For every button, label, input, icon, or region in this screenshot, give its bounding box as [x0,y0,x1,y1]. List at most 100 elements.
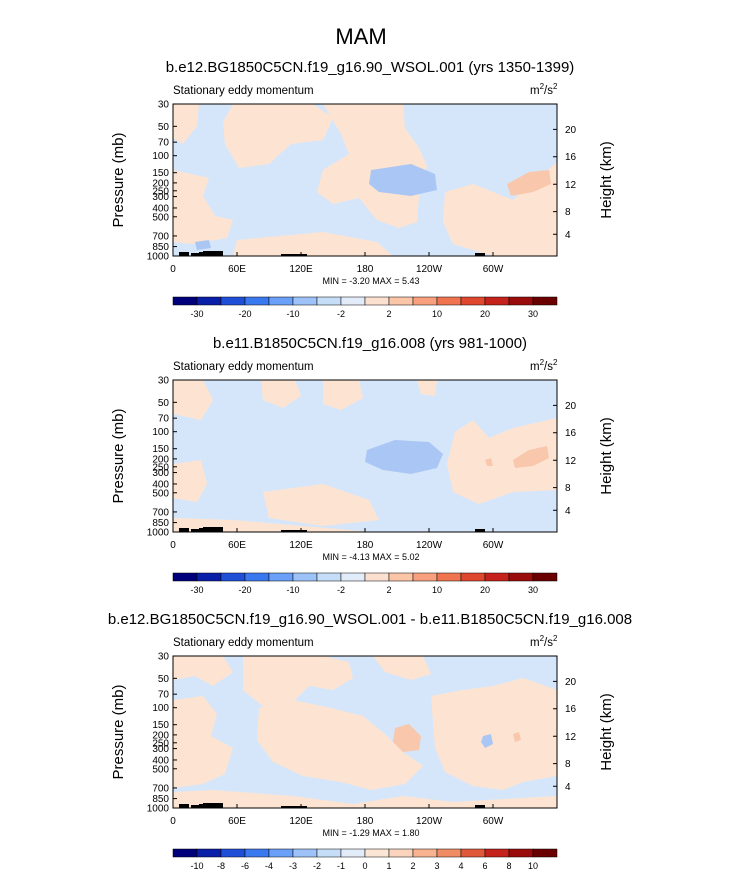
colorbar-label: -10 [286,585,299,595]
colorbar-swatch [436,296,462,306]
y-right-tick-label: 20 [565,125,577,136]
y-tick-label: 100 [152,427,169,438]
y-right-tick-label: 4 [565,782,571,793]
colorbar-swatch [388,572,414,582]
y-right-tick-label: 4 [565,230,571,241]
colorbar-swatch [460,296,486,306]
colorbar-label: -3 [289,861,297,871]
contour-patch [417,380,437,396]
x-tick-label: 0 [170,540,176,551]
colorbar-label: -20 [238,309,251,319]
x-tick-label: 60W [483,816,504,827]
topography-mask [203,527,213,532]
colorbar-swatch [484,296,510,306]
x-tick-label: 120W [416,264,443,275]
topography-mask [203,803,213,808]
colorbar-swatch [196,572,222,582]
contour-patch [173,170,233,244]
y-axis-title: Pressure (mb) [110,408,127,503]
y-tick-label: 500 [152,488,169,499]
y-tick-label: 150 [152,720,169,731]
contour-patch [513,732,521,742]
colorbar-swatch [292,848,318,858]
y-tick-label: 400 [152,755,169,766]
colorbar-swatch [484,572,510,582]
units-label: m2/s2 [530,358,558,373]
colorbar-swatch [532,572,558,582]
topography-mask [191,805,201,808]
min-max-label: MIN = -1.29 MAX = 1.80 [322,828,419,838]
colorbar-swatch [532,296,558,306]
colorbar-label: 10 [432,309,442,319]
contour-patch [369,164,437,196]
topography-mask [475,805,485,808]
colorbar-label: 30 [528,585,538,595]
page-title: MAM [335,24,386,49]
y-right-tick-label: 16 [565,152,577,163]
x-tick-label: 60W [483,540,504,551]
topography-mask [191,253,201,256]
topography-mask [281,254,307,256]
x-tick-label: 60E [228,816,246,827]
topography-mask [179,804,189,808]
colorbar-swatch [268,848,294,858]
colorbar-label: -30 [190,309,203,319]
colorbar-swatch [484,848,510,858]
colorbar-label: 3 [434,861,439,871]
colorbar-swatch [172,296,198,306]
colorbar-swatch [196,848,222,858]
y-tick-label: 30 [158,100,170,111]
contour-patch [443,162,557,256]
topography-mask [281,530,307,532]
y-tick-label: 300 [152,192,169,203]
y-tick-label: 150 [152,168,169,179]
colorbar-swatch [340,572,366,582]
x-tick-label: 60E [228,264,246,275]
colorbar-swatch [436,848,462,858]
colorbar-swatch [268,572,294,582]
topography-mask [203,251,213,256]
y-tick-label: 250 [152,186,169,197]
contour-patch [485,458,493,466]
colorbar-swatch [340,848,366,858]
y-tick-label: 500 [152,764,169,775]
colorbar-swatch [316,848,342,858]
y-axis-title: Pressure (mb) [110,132,127,227]
colorbar-swatch [388,848,414,858]
panel-title: b.e12.BG1850C5CN.f19_g16.90_WSOL.001 (yr… [166,59,575,76]
contour-fields [173,656,557,808]
contour-patch [507,170,551,196]
y-right-tick-label: 12 [565,456,577,467]
colorbar-label: 10 [432,585,442,595]
min-max-label: MIN = -4.13 MAX = 5.02 [322,552,419,562]
y-tick-label: 850 [152,794,169,805]
contour-patch [481,734,493,748]
contour-patch [173,656,233,686]
x-tick-label: 60E [228,540,246,551]
y-tick-label: 200 [152,454,169,465]
contour-patch [223,104,333,168]
colorbar-swatch [388,296,414,306]
y-tick-label: 50 [158,122,170,133]
x-tick-label: 0 [170,816,176,827]
colorbar-swatch [220,572,246,582]
contour-fields [173,380,557,532]
topography-mask [213,251,223,256]
topography-mask [191,529,201,532]
topography-mask [475,253,485,256]
panel-title: b.e11.B1850C5CN.f19_g16.008 (yrs 981-100… [213,335,527,352]
colorbar-label: -30 [190,585,203,595]
contour-fields [173,104,557,256]
y-tick-label: 300 [152,468,169,479]
colorbar-label: 6 [482,861,487,871]
y-right-tick-label: 16 [565,428,577,439]
colorbar-swatch [268,296,294,306]
x-tick-label: 120W [416,816,443,827]
y-tick-label: 250 [152,738,169,749]
colorbar-label: -2 [337,585,345,595]
y-right-tick-label: 4 [565,506,571,517]
panel-title: b.e12.BG1850C5CN.f19_g16.90_WSOL.001 - b… [108,611,632,628]
colorbar-swatch [172,848,198,858]
colorbar-swatch [532,848,558,858]
topography-mask [213,527,223,532]
